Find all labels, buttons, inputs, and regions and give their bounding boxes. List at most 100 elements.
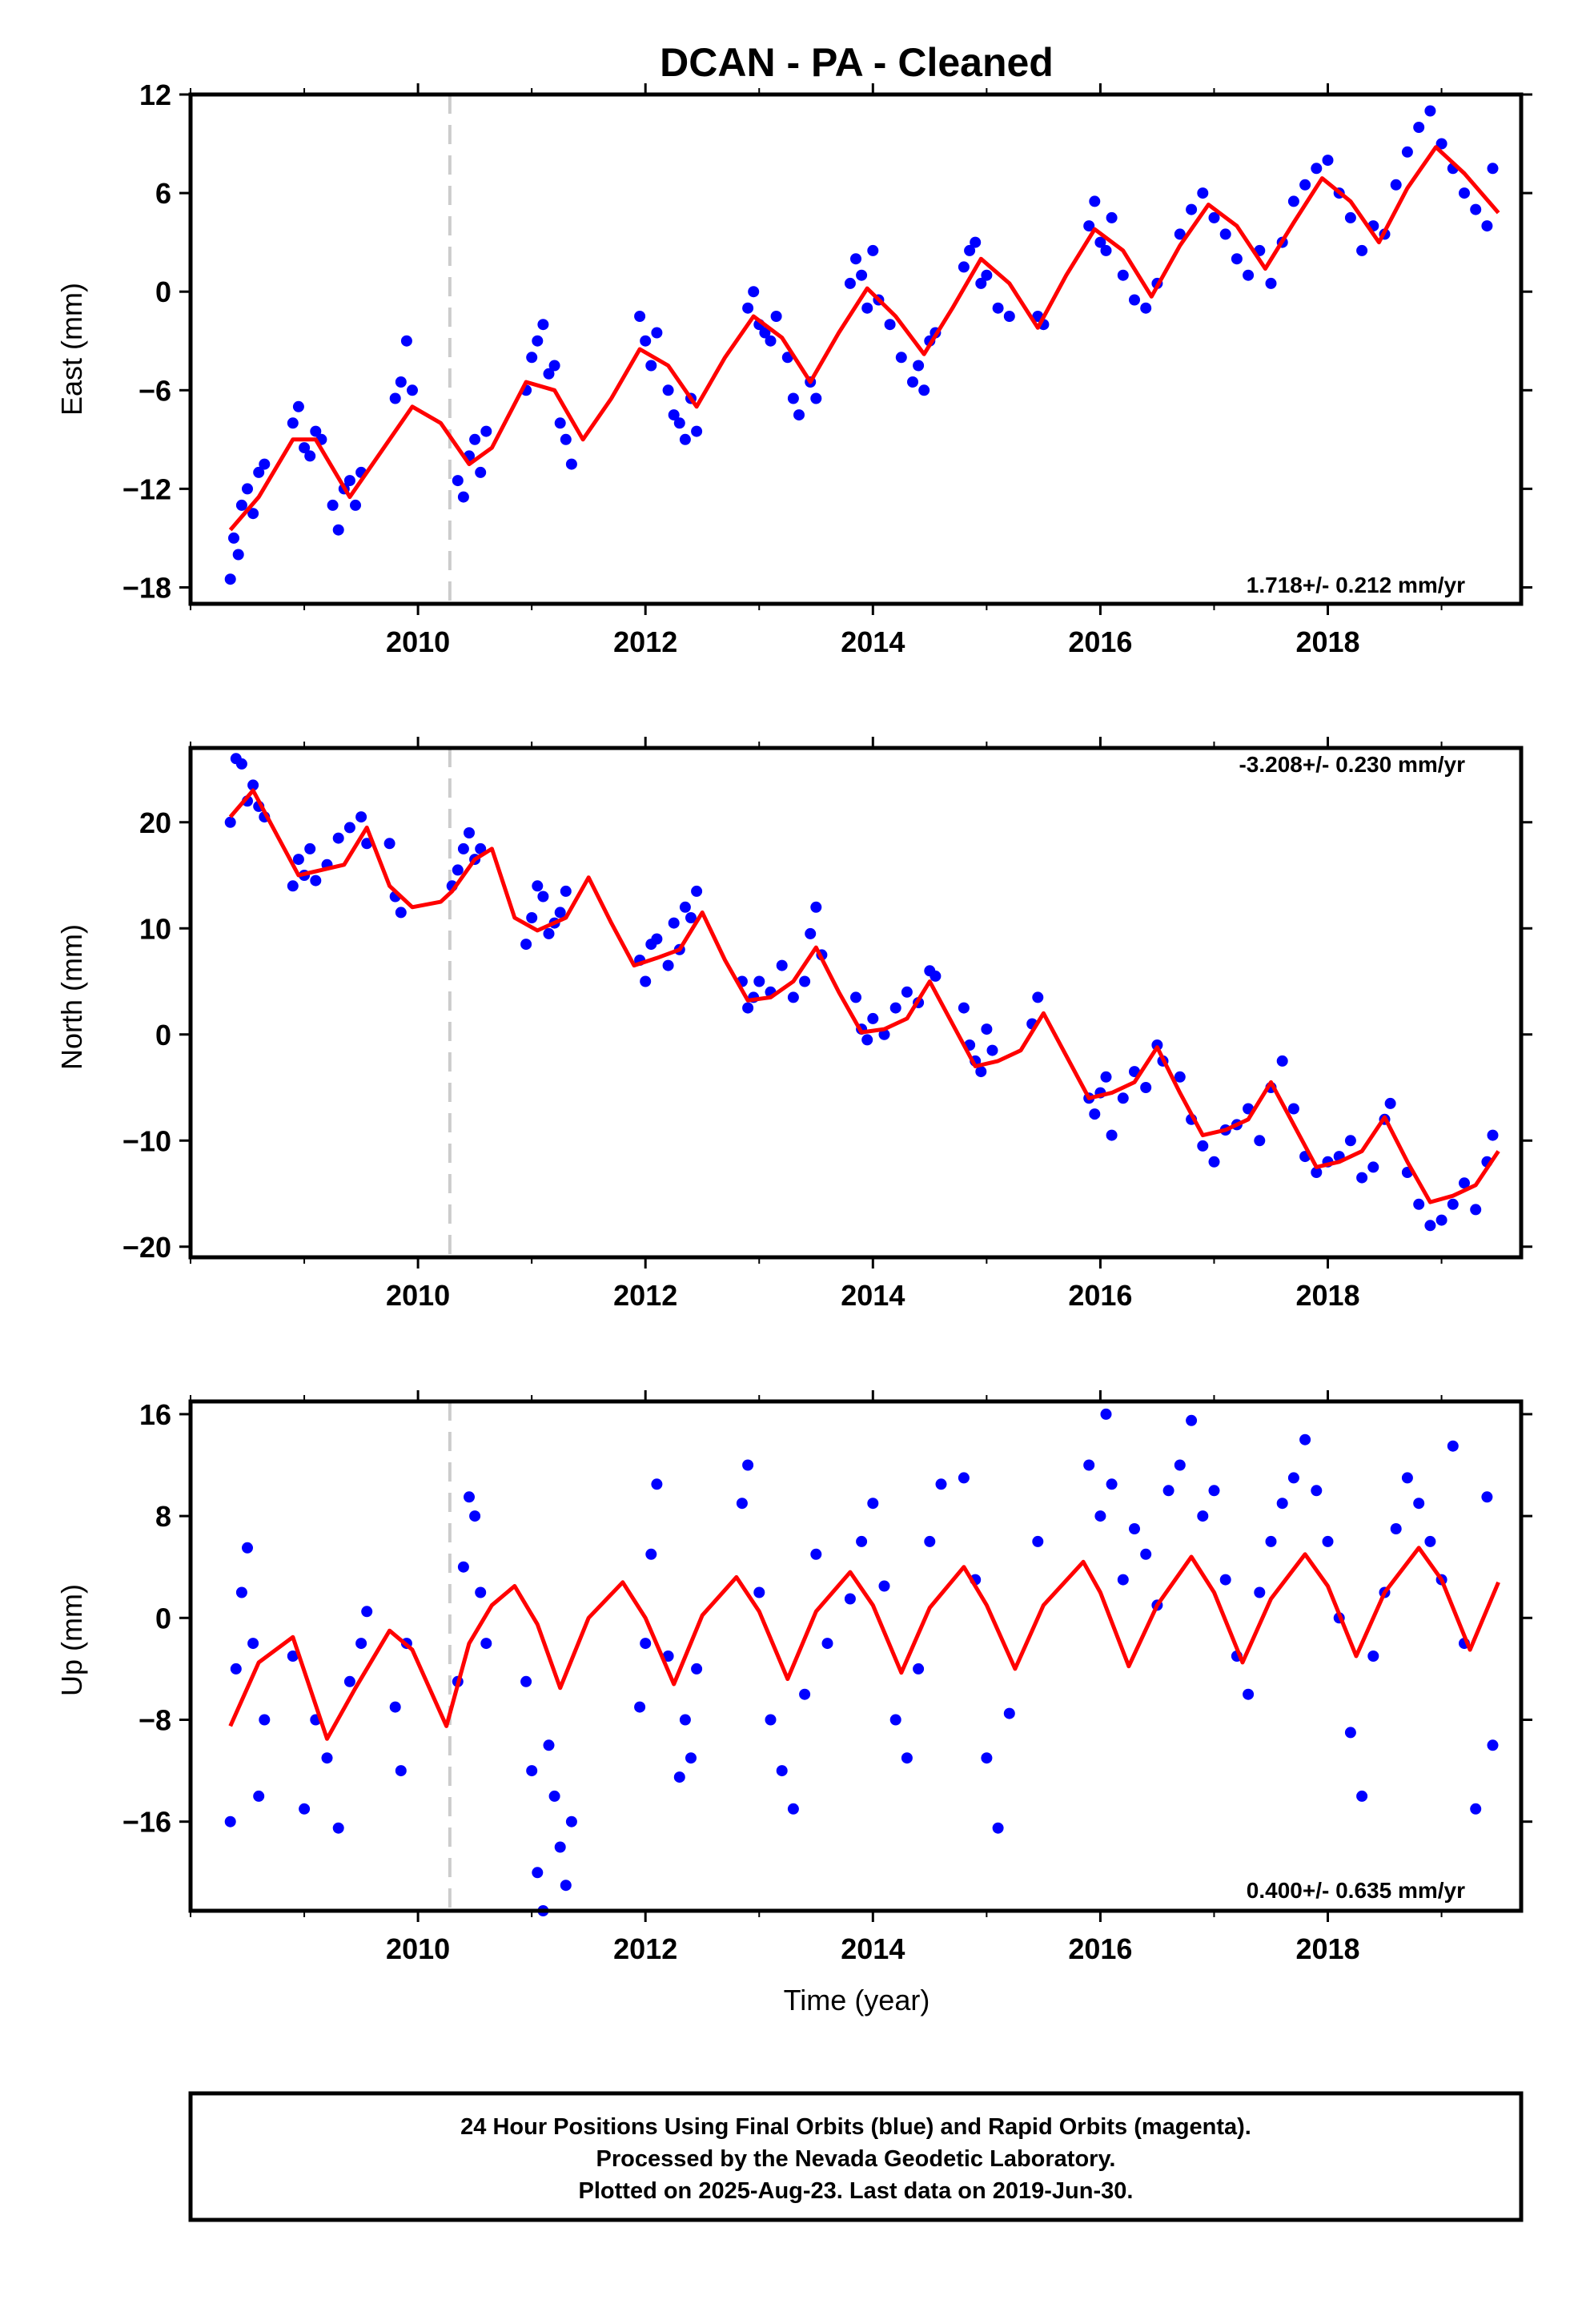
north-data-point: [560, 885, 572, 897]
north-data-point: [1435, 1214, 1447, 1226]
north-data-point: [1100, 1071, 1112, 1083]
east-data-point: [1424, 105, 1436, 117]
up-data-point: [1470, 1803, 1482, 1815]
up-data-point: [247, 1638, 259, 1650]
east-data-point: [395, 376, 407, 388]
up-data-point: [1413, 1498, 1425, 1510]
east-data-point: [673, 417, 685, 429]
up-data-point: [389, 1701, 401, 1713]
north-data-point: [1276, 1055, 1288, 1067]
up-data-point: [1032, 1535, 1044, 1547]
up-data-point: [878, 1580, 890, 1592]
north-data-point: [1117, 1092, 1129, 1104]
east-panel: 12 6 0 −6 −12 −18 2010 2012 2014 2016 2018 East (m…: [55, 78, 1532, 658]
east-data-point: [554, 417, 566, 429]
north-data-point: [640, 975, 652, 987]
north-data-point: [355, 811, 367, 823]
up-data-point: [1197, 1510, 1209, 1522]
east-data-point: [765, 335, 777, 347]
up-data-point: [1208, 1485, 1220, 1497]
east-data-point: [691, 425, 703, 437]
east-xtick-label: 2014: [841, 625, 905, 658]
up-data-point: [554, 1841, 566, 1853]
north-data-point: [361, 838, 373, 850]
up-frame: [188, 1399, 1524, 1913]
north-data-point: [861, 1034, 873, 1046]
east-ylabel: East (mm): [55, 283, 88, 416]
east-data-point: [452, 475, 464, 487]
north-data-point: [930, 970, 942, 982]
east-ytick-label: 12: [139, 78, 171, 111]
up-data-point: [253, 1790, 265, 1802]
north-data-point: [685, 912, 697, 923]
east-data-point: [856, 269, 868, 281]
up-data-point: [645, 1548, 657, 1560]
up-data-point: [1447, 1440, 1459, 1452]
north-data-point: [787, 991, 799, 1003]
north-data-point: [1487, 1129, 1499, 1141]
east-data-point: [781, 352, 793, 364]
up-data-point: [1390, 1523, 1402, 1534]
footer-line-3: Plotted on 2025-Aug-23. Last data on 201…: [579, 2178, 1134, 2204]
north-data-point: [1459, 1177, 1470, 1189]
east-data-point: [1299, 179, 1311, 191]
north-data-point: [867, 1012, 879, 1024]
up-data-point: [901, 1752, 913, 1764]
up-data-point: [787, 1803, 799, 1815]
north-data-point: [537, 891, 549, 903]
east-data-point: [992, 302, 1004, 314]
east-data-point: [400, 335, 412, 347]
up-ytick-label: 0: [155, 1602, 171, 1634]
east-data-point: [662, 384, 674, 396]
east-plot-area: [191, 94, 1521, 604]
east-data-point: [1311, 163, 1323, 175]
north-data-point: [1356, 1172, 1368, 1184]
up-data-point: [821, 1638, 833, 1650]
up-data-point: [1243, 1688, 1255, 1700]
up-data-point: [475, 1586, 487, 1598]
east-data-point: [232, 549, 244, 561]
east-data-point: [850, 253, 861, 265]
east-data-point: [861, 302, 873, 314]
up-data-point: [224, 1815, 236, 1827]
up-data-point: [464, 1491, 475, 1503]
up-data-point: [1265, 1535, 1277, 1547]
up-data-point: [355, 1638, 367, 1650]
north-data-point: [554, 907, 566, 919]
north-data-point: [452, 864, 464, 876]
east-data-point: [253, 466, 265, 478]
east-data-point: [407, 384, 418, 396]
up-data-point: [753, 1586, 765, 1598]
up-xtick-label: 2012: [613, 1932, 677, 1965]
east-data-point: [389, 392, 401, 404]
up-data-point: [799, 1688, 811, 1700]
up-data-point: [1140, 1548, 1152, 1560]
up-data-point: [810, 1548, 822, 1560]
east-data-point: [247, 508, 259, 520]
east-data-point: [1208, 211, 1220, 223]
up-data-point: [361, 1606, 373, 1618]
east-xtick-label: 2010: [386, 625, 450, 658]
east-data-point: [964, 244, 976, 256]
north-frame: [188, 746, 1524, 1260]
east-data-point: [668, 409, 680, 421]
north-data-point: [1424, 1220, 1436, 1232]
east-data-point: [526, 352, 538, 364]
up-data-point: [469, 1510, 481, 1522]
east-xtick-label: 2018: [1295, 625, 1359, 658]
up-data-point: [1276, 1498, 1288, 1510]
up-xtick-label: 2016: [1068, 1932, 1132, 1965]
north-xtick-label: 2010: [386, 1279, 450, 1312]
up-data-point: [1219, 1574, 1231, 1586]
east-xtick-label: 2012: [613, 625, 677, 658]
east-data-point: [770, 311, 782, 322]
up-data-point: [480, 1638, 492, 1650]
up-data-point: [776, 1765, 788, 1777]
up-data-point: [1299, 1433, 1311, 1445]
east-data-point: [1287, 195, 1299, 207]
up-ytick-label: 16: [139, 1398, 171, 1431]
east-data-point: [810, 392, 822, 404]
north-data-point: [383, 838, 396, 850]
east-data-point: [651, 327, 663, 339]
east-data-point: [332, 524, 344, 536]
